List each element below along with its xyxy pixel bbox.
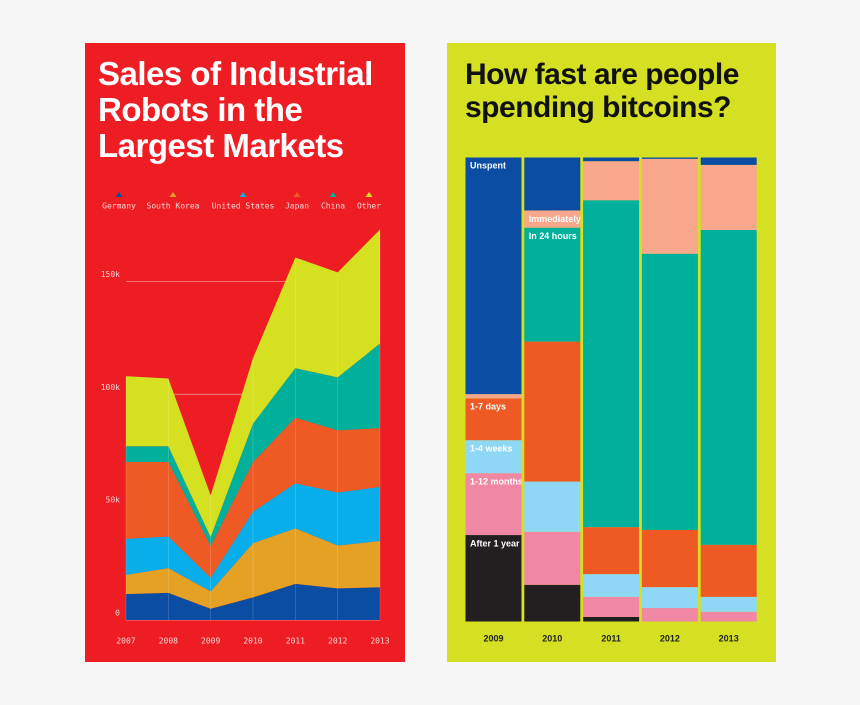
bar-segment — [700, 164, 758, 231]
x-tick-label: 2013 — [719, 633, 739, 643]
bar-segment — [465, 473, 522, 536]
x-tick-label: 2011 — [286, 637, 305, 646]
x-tick-label: 2008 — [159, 637, 178, 646]
bar-segment — [523, 157, 581, 211]
chart-title: Sales of Industrial Robots in the Larges… — [98, 55, 373, 164]
legend-label: South Korea — [147, 202, 200, 211]
segment-label: 1-7 days — [470, 402, 506, 412]
segment-label: Immediately — [529, 214, 581, 224]
y-tick-label: 50k — [106, 496, 121, 505]
bar-outline — [640, 156, 699, 623]
y-tick-label: 0 — [115, 609, 120, 618]
bar-segment — [641, 587, 699, 609]
bar-segment — [700, 611, 758, 622]
bar-segment — [465, 535, 522, 622]
x-tick-label: 2011 — [601, 633, 621, 643]
bar-segment — [523, 531, 581, 585]
bar-outline — [464, 156, 523, 623]
bar-segment — [582, 157, 640, 162]
bar-segment — [523, 341, 581, 482]
area — [126, 229, 380, 538]
bar-segment — [700, 544, 758, 597]
legend-label: Germany — [102, 202, 136, 211]
bar-segment — [700, 230, 758, 545]
y-tick-label: 150k — [101, 270, 120, 279]
segment-label: After 1 year — [470, 538, 520, 548]
legend-label: Other — [357, 202, 381, 211]
bar-segment — [582, 596, 640, 617]
x-tick-label: 2007 — [116, 637, 135, 646]
legend-label: China — [321, 202, 345, 211]
bar-segment — [641, 157, 699, 159]
segment-label: Unspent — [470, 160, 506, 170]
area — [126, 483, 380, 592]
bar-segment — [523, 481, 581, 532]
area — [126, 417, 380, 578]
legend-marker — [329, 192, 337, 197]
segment-label: In 24 hours — [529, 231, 577, 241]
legend-marker — [115, 192, 123, 197]
legend-label: United States — [212, 202, 275, 211]
x-tick-label: 2009 — [201, 637, 220, 646]
x-tick-label: 2012 — [328, 637, 347, 646]
legend-label: Japan — [285, 202, 309, 211]
bar-segment — [523, 584, 581, 622]
bar-segment — [700, 157, 758, 165]
x-tick-label: 2012 — [660, 633, 680, 643]
x-tick-label: 2010 — [542, 633, 562, 643]
legend-marker — [239, 192, 247, 197]
bar-segment — [465, 440, 522, 474]
bar-segment — [641, 158, 699, 254]
area — [126, 343, 380, 547]
x-tick-label: 2013 — [370, 637, 389, 646]
legend-marker — [293, 192, 301, 197]
bar-segment — [523, 210, 581, 228]
bar-segment — [465, 394, 522, 399]
x-tick-label: 2009 — [483, 633, 503, 643]
chart-title: How fast are people spending bitcoins? — [465, 58, 739, 124]
bar-segment — [582, 200, 640, 528]
bar-segment — [582, 574, 640, 597]
y-tick-label: 100k — [101, 383, 120, 392]
bar-segment — [582, 616, 640, 622]
x-tick-label: 2010 — [243, 637, 262, 646]
bar-segment — [582, 527, 640, 575]
bar-segment — [641, 608, 699, 622]
area — [126, 528, 380, 609]
legend-marker — [169, 192, 177, 197]
legend-marker — [365, 192, 373, 197]
bar-segment — [582, 161, 640, 201]
area — [126, 583, 380, 620]
bar-segment — [465, 157, 522, 395]
bar-segment — [465, 398, 522, 441]
bar-outline — [523, 156, 582, 623]
bar-segment — [641, 529, 699, 588]
bar-segment — [700, 596, 758, 612]
bar-outline — [699, 156, 758, 623]
segment-label: 1-12 months — [470, 477, 523, 487]
segment-label: 1-4 weeks — [470, 444, 513, 454]
bar-outline — [582, 156, 641, 623]
bar-segment — [641, 253, 699, 530]
bar-segment — [523, 227, 581, 342]
